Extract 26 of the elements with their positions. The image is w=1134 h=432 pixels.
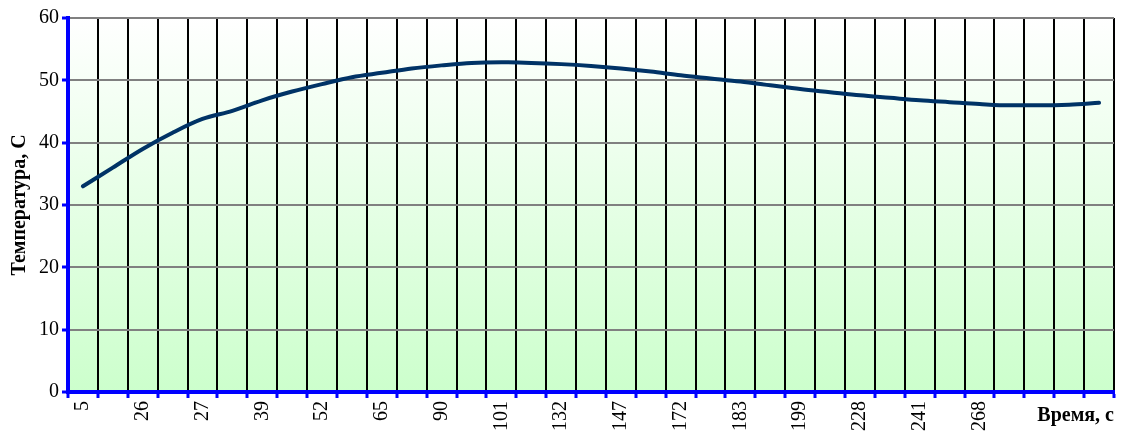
y-tick-label: 10 [39, 316, 59, 339]
x-tick-label: 172 [667, 401, 690, 431]
x-tick-label: 5 [70, 401, 93, 411]
y-tick-label: 60 [39, 5, 59, 28]
x-tick-label: 228 [847, 401, 870, 431]
y-axis-title: Температура, С [7, 134, 31, 276]
x-tick-label: 65 [369, 401, 392, 421]
x-tick-label: 39 [249, 401, 272, 421]
x-axis-title: Время, с [1037, 403, 1115, 427]
x-tick-label: 183 [727, 401, 750, 431]
line-series [80, 60, 1102, 189]
x-tick-label: 52 [309, 401, 332, 421]
x-tick-label: 26 [129, 401, 152, 421]
x-tick-label: 199 [787, 401, 810, 431]
x-tick-label: 268 [966, 401, 989, 431]
x-tick-label: 147 [608, 401, 631, 431]
y-tick-label: 0 [49, 379, 59, 402]
y-tick-label: 30 [39, 192, 59, 215]
y-tick-label: 50 [39, 67, 59, 90]
y-tick-label: 40 [39, 129, 59, 152]
x-tick-label: 132 [548, 401, 571, 431]
x-tick-label: 27 [189, 401, 212, 421]
x-tick-label: 241 [906, 401, 929, 431]
y-tick-label: 20 [39, 254, 59, 277]
x-tick-label: 101 [488, 401, 511, 431]
x-tick-label: 90 [428, 401, 451, 421]
